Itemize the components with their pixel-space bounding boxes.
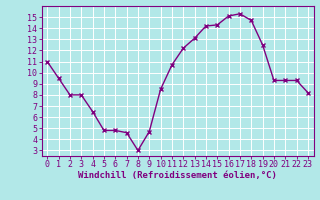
X-axis label: Windchill (Refroidissement éolien,°C): Windchill (Refroidissement éolien,°C)	[78, 171, 277, 180]
